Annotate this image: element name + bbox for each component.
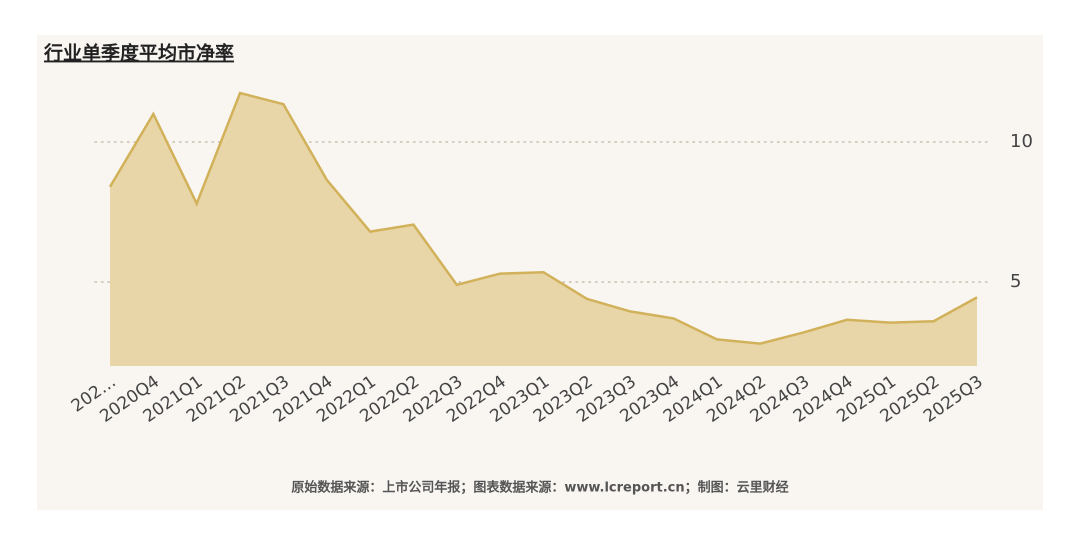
chart-title: 行业单季度平均市净率 xyxy=(43,42,234,65)
y-tick-label: 10 xyxy=(1010,131,1033,152)
area xyxy=(110,93,977,366)
y-tick-label: 5 xyxy=(1010,271,1021,292)
source-note: 原始数据来源：上市公司年报；图表数据来源：www.lcreport.cn；制图：… xyxy=(291,480,788,496)
line xyxy=(108,91,978,345)
